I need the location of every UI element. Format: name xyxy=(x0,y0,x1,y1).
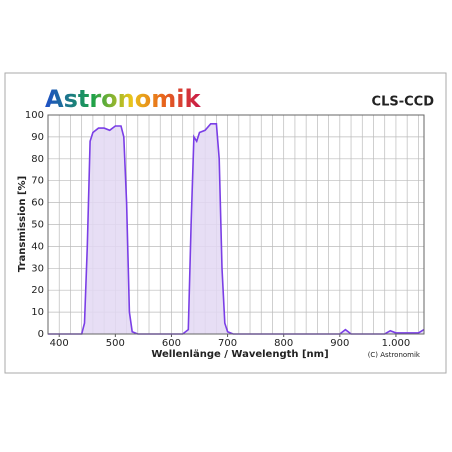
y-tick-label: 100 xyxy=(25,110,44,121)
y-tick-label: 60 xyxy=(31,198,44,209)
y-axis-label: Transmission [%] xyxy=(17,176,28,272)
filter-name: CLS-CCD xyxy=(372,95,435,110)
x-tick-label: 1.000 xyxy=(382,338,411,349)
plot-border xyxy=(47,114,425,335)
logo-title: Astronomik xyxy=(45,85,201,113)
y-tick-label: 10 xyxy=(31,307,44,318)
x-axis-label: Wellenlänge / Wavelength [nm] xyxy=(151,349,328,360)
y-tick-label: 50 xyxy=(31,220,44,231)
y-tick-label: 20 xyxy=(31,285,44,296)
x-tick-label: 900 xyxy=(330,338,349,349)
y-tick-label: 30 xyxy=(31,263,44,274)
x-tick-label: 400 xyxy=(50,338,69,349)
y-tick-label: 90 xyxy=(31,132,44,143)
x-tick-label: 700 xyxy=(218,338,237,349)
y-tick-label: 40 xyxy=(31,241,44,252)
x-tick-label: 800 xyxy=(274,338,293,349)
x-tick-label: 500 xyxy=(106,338,125,349)
y-tick-label: 80 xyxy=(31,154,44,165)
y-tick-label: 70 xyxy=(31,176,44,187)
y-tick-label: 0 xyxy=(38,329,44,340)
curve xyxy=(48,123,425,335)
x-tick-label: 600 xyxy=(162,338,181,349)
copyright: (C) Astronomik xyxy=(368,351,421,359)
